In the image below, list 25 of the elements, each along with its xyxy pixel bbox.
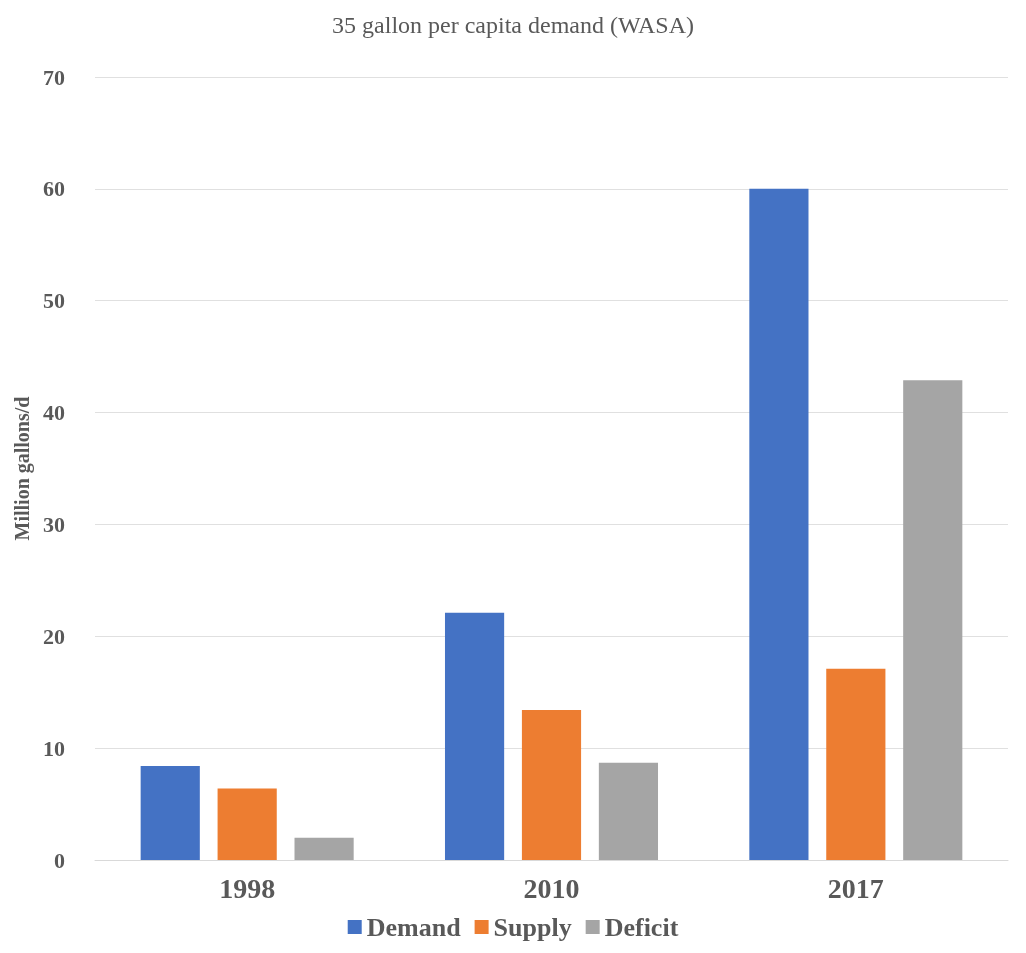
legend-label: Demand [366,912,462,942]
bar [294,837,354,860]
y-tick-label: 50 [43,288,65,314]
y-tick-label: 30 [43,511,65,537]
x-tick-label: 1998 [219,872,276,904]
bar [749,188,809,860]
x-tick-label: 2010 [523,872,580,904]
bar [598,762,659,860]
legend-label: Supply [493,912,572,942]
y-tick-label: 40 [43,400,65,426]
y-tick-label: 10 [43,735,65,761]
y-tick-label: 0 [54,847,65,873]
bar [217,788,277,860]
y-tick-label: 70 [43,64,65,90]
chart-title: 35 gallon per capita demand (WASA) [332,12,694,38]
bar [444,612,505,860]
y-axis-title: Million gallons/d [11,396,35,541]
bar [521,710,582,860]
y-tick-label: 60 [43,176,65,202]
bar [903,380,963,860]
bar [826,668,886,860]
legend-label: Deficit [604,912,679,942]
bar [140,766,200,860]
x-tick-label: 2017 [827,872,884,904]
y-tick-label: 20 [43,623,65,649]
